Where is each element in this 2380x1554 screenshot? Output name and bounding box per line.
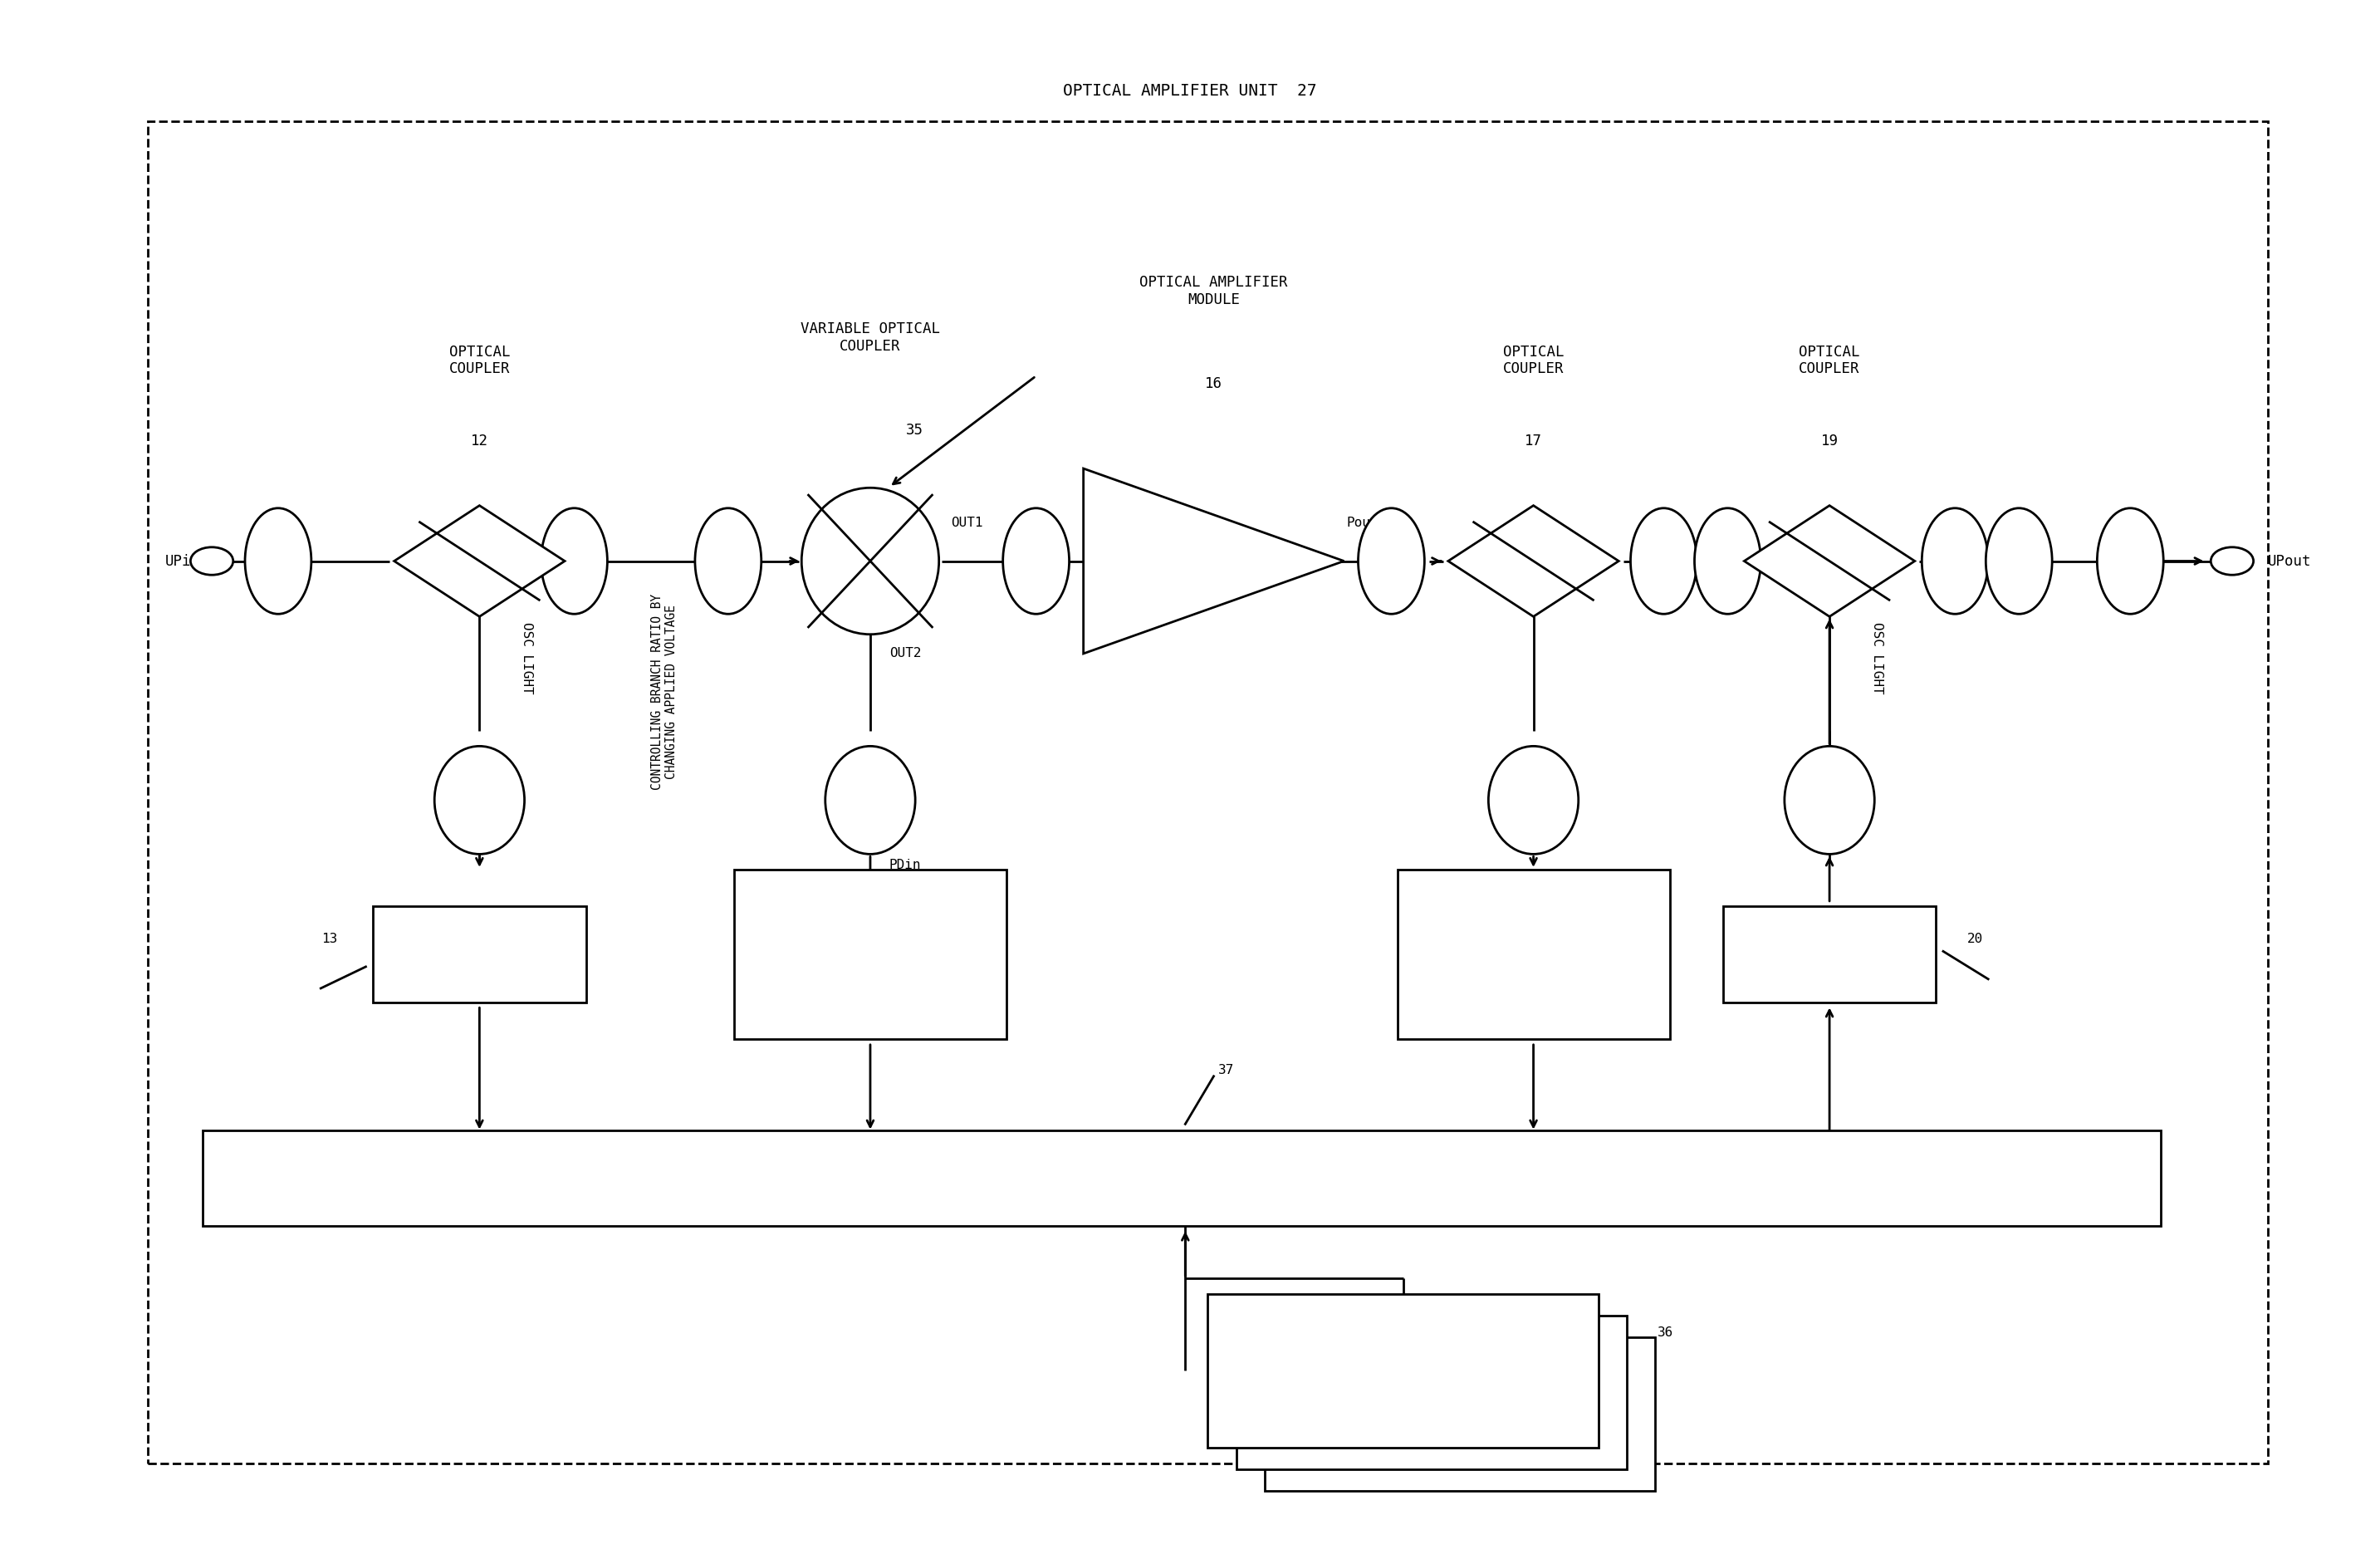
Text: CONTROLLING BRANCH RATIO BY
CHANGING APPLIED VOLTAGE: CONTROLLING BRANCH RATIO BY CHANGING APP…	[650, 594, 678, 791]
Text: 13: 13	[321, 932, 338, 945]
Text: UPin: UPin	[164, 553, 200, 569]
Text: 35: 35	[907, 423, 923, 437]
Ellipse shape	[540, 508, 607, 614]
FancyBboxPatch shape	[202, 1130, 2161, 1226]
Text: PD
MONITOR
15: PD MONITOR 15	[843, 909, 897, 951]
Ellipse shape	[1630, 508, 1697, 614]
Ellipse shape	[1985, 508, 2052, 614]
Polygon shape	[1447, 505, 1618, 617]
FancyBboxPatch shape	[1723, 906, 1935, 1002]
Text: OPTICAL
COUPLER: OPTICAL COUPLER	[450, 345, 509, 376]
Text: CONTROL CIRCUIT: CONTROL CIRCUIT	[1111, 1170, 1252, 1186]
Text: 37: 37	[1219, 1064, 1235, 1077]
Text: IN1: IN1	[707, 516, 731, 528]
Text: 16: 16	[1204, 376, 1223, 392]
Ellipse shape	[695, 508, 762, 614]
FancyBboxPatch shape	[1397, 870, 1671, 1040]
Text: 17: 17	[1526, 434, 1542, 448]
Text: OPTICAL
COUPLER: OPTICAL COUPLER	[1799, 345, 1861, 376]
Text: O/E: O/E	[466, 946, 493, 962]
Ellipse shape	[826, 746, 916, 855]
Ellipse shape	[802, 488, 940, 634]
Text: PDin: PDin	[890, 859, 921, 872]
Text: OPTICAL
AMPLIFIER
NF DATA: OPTICAL AMPLIFIER NF DATA	[1368, 1335, 1438, 1377]
Text: OPTICAL AMPLIFIER
MODULE: OPTICAL AMPLIFIER MODULE	[1140, 275, 1288, 308]
Text: OPTICAL
COUPLER: OPTICAL COUPLER	[1502, 345, 1564, 376]
Text: UPout: UPout	[2268, 553, 2311, 569]
FancyBboxPatch shape	[1264, 1336, 1656, 1492]
Circle shape	[190, 547, 233, 575]
Ellipse shape	[1359, 508, 1426, 614]
Text: 12: 12	[471, 434, 488, 448]
Polygon shape	[395, 505, 564, 617]
Text: OPTICAL AMPLIFIER UNIT  27: OPTICAL AMPLIFIER UNIT 27	[1064, 82, 1316, 98]
Text: VARIABLE OPTICAL
COUPLER: VARIABLE OPTICAL COUPLER	[800, 322, 940, 353]
Ellipse shape	[1923, 508, 1987, 614]
Ellipse shape	[1002, 508, 1069, 614]
Text: OUT1: OUT1	[950, 516, 983, 528]
Text: 20: 20	[1966, 932, 1983, 945]
Ellipse shape	[1695, 508, 1761, 614]
FancyBboxPatch shape	[733, 870, 1007, 1040]
Text: OSC LIGHT: OSC LIGHT	[521, 622, 533, 695]
Circle shape	[2211, 547, 2254, 575]
Ellipse shape	[1785, 746, 1875, 855]
Text: OSC LIGHT: OSC LIGHT	[1871, 622, 1883, 695]
Ellipse shape	[436, 746, 524, 855]
FancyBboxPatch shape	[374, 906, 585, 1002]
Polygon shape	[1745, 505, 1916, 617]
Text: E/0: E/0	[1816, 946, 1842, 962]
Text: 36: 36	[1659, 1326, 1673, 1338]
FancyBboxPatch shape	[1235, 1315, 1628, 1470]
Polygon shape	[1083, 468, 1345, 654]
Text: Pin: Pin	[1114, 516, 1138, 528]
Text: 19: 19	[1821, 434, 1837, 448]
Ellipse shape	[1488, 746, 1578, 855]
Text: Pout: Pout	[1347, 516, 1378, 528]
Text: OUT2: OUT2	[890, 648, 921, 660]
Ellipse shape	[2097, 508, 2163, 614]
Ellipse shape	[245, 508, 312, 614]
Text: PD
MONITOR
18: PD MONITOR 18	[1507, 909, 1561, 951]
FancyBboxPatch shape	[1207, 1294, 1599, 1448]
